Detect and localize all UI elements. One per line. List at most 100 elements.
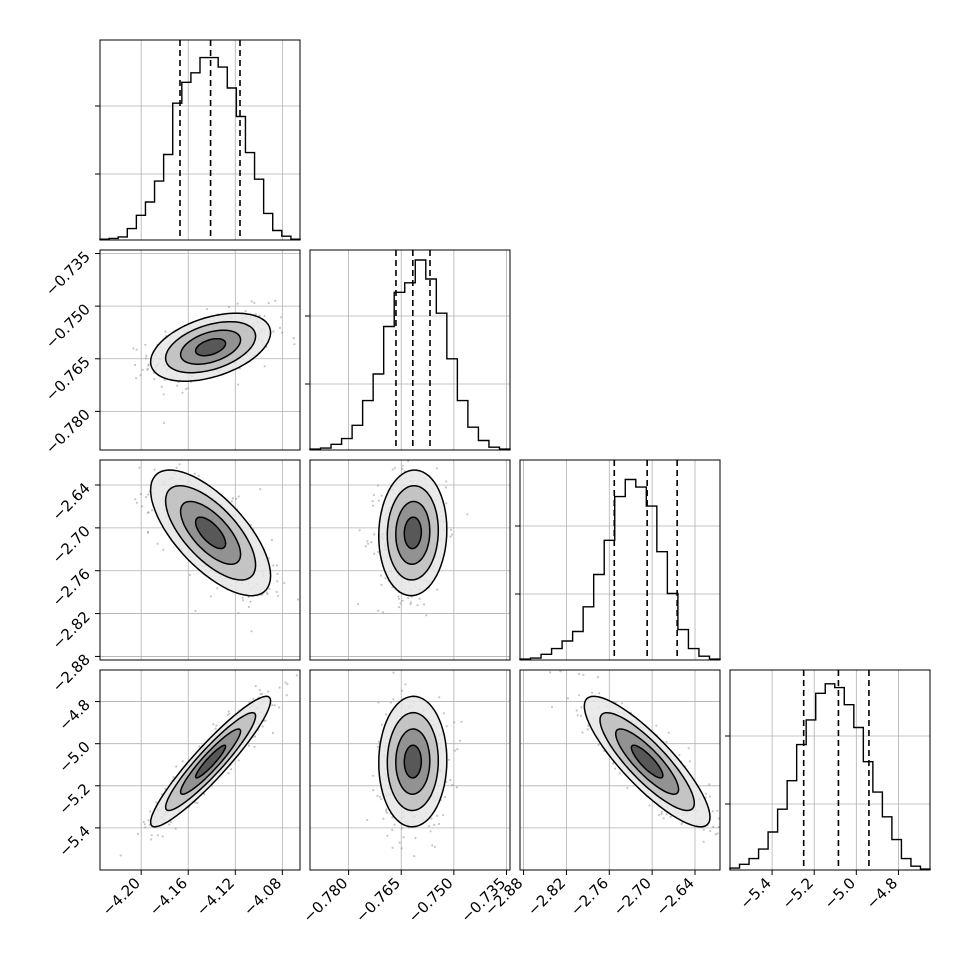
x-tick-label: −4.16	[146, 874, 191, 919]
sample-point	[453, 721, 456, 724]
sample-point	[443, 795, 447, 799]
sample-point	[135, 348, 138, 351]
sample-point	[153, 378, 156, 381]
sample-point	[259, 488, 262, 491]
sample-point	[119, 854, 122, 857]
sample-point	[712, 825, 715, 828]
sample-point	[236, 302, 239, 305]
sample-point	[267, 302, 270, 305]
x-tick-label: −4.8	[863, 874, 901, 912]
sample-point	[377, 609, 380, 612]
sample-point	[235, 497, 238, 500]
sample-point	[429, 830, 432, 833]
x-tick-label: −2.82	[524, 874, 569, 919]
y-tick-label: −0.735	[42, 248, 94, 300]
sample-point	[132, 347, 135, 350]
sample-point	[162, 393, 165, 396]
sample-point	[401, 827, 404, 830]
sample-point	[281, 331, 284, 334]
sample-point	[252, 697, 255, 700]
sample-point	[209, 595, 212, 598]
sample-point	[254, 313, 257, 316]
sample-point	[260, 692, 264, 695]
x-tick-label: −4.08	[240, 874, 285, 919]
sample-point	[575, 709, 578, 712]
sample-point	[389, 701, 392, 704]
sample-point	[215, 724, 218, 727]
sample-point	[665, 813, 668, 816]
x-tick-label: −0.780	[299, 874, 351, 926]
panel-frame	[729, 669, 931, 871]
sample-point	[416, 604, 419, 607]
sample-point	[271, 732, 274, 735]
panel-frame	[309, 459, 511, 661]
y-tick-label: −0.750	[42, 300, 94, 352]
sample-point	[237, 759, 240, 762]
sample-point	[579, 714, 583, 718]
sample-point	[261, 725, 264, 728]
y-tick-label: −0.780	[42, 406, 94, 458]
sample-point	[466, 513, 469, 516]
sample-point	[717, 825, 720, 828]
sample-point	[366, 818, 369, 822]
sample-point	[665, 740, 668, 744]
sample-point	[286, 683, 289, 686]
sample-point	[278, 326, 282, 329]
sample-point	[149, 810, 152, 813]
sample-point	[147, 530, 150, 534]
sample-point	[377, 499, 380, 502]
sample-point	[380, 494, 383, 497]
sample-point	[168, 823, 171, 826]
sample-point	[449, 779, 452, 782]
density-contour	[194, 744, 227, 779]
sample-point	[704, 792, 708, 795]
histogram-step	[99, 56, 301, 240]
sample-point	[178, 463, 181, 466]
sample-point	[380, 583, 383, 587]
sample-point	[147, 511, 150, 514]
sample-point	[581, 731, 584, 734]
sample-point	[293, 343, 296, 346]
scatter-panel-4-3	[519, 669, 721, 871]
sample-point	[227, 710, 230, 713]
sample-point	[153, 468, 156, 471]
sample-point	[141, 505, 144, 508]
x-tick-label: −2.64	[653, 874, 698, 919]
sample-point	[400, 847, 403, 850]
sample-point	[620, 702, 624, 705]
sample-point	[146, 368, 149, 371]
sample-point	[272, 330, 275, 333]
sample-point	[373, 533, 376, 536]
sample-point	[442, 814, 445, 817]
sample-point	[391, 828, 394, 832]
sample-point	[655, 724, 658, 727]
sample-point	[451, 783, 454, 787]
x-tick-label: −4.20	[99, 874, 144, 919]
sample-point	[228, 712, 231, 715]
sample-point	[147, 364, 150, 367]
sample-point	[577, 694, 581, 697]
sample-point	[147, 819, 150, 822]
sample-point	[205, 308, 209, 311]
sample-point	[669, 815, 672, 819]
sample-point	[196, 801, 199, 805]
sample-point	[259, 693, 262, 696]
sample-point	[372, 789, 375, 792]
sample-point	[138, 466, 141, 469]
x-tick-label: −4.12	[193, 874, 238, 919]
density-contour	[403, 516, 423, 550]
sample-point	[436, 814, 439, 818]
hist-panel-2	[305, 249, 511, 451]
sample-point	[404, 683, 407, 686]
sample-point	[400, 689, 404, 692]
sample-point	[442, 712, 445, 715]
sample-point	[660, 812, 663, 816]
sample-point	[410, 595, 413, 599]
sample-point	[397, 595, 400, 598]
sample-point	[436, 588, 439, 591]
sample-point	[150, 838, 153, 841]
sample-point	[250, 630, 253, 633]
sample-point	[139, 374, 142, 377]
sample-point	[169, 820, 172, 824]
